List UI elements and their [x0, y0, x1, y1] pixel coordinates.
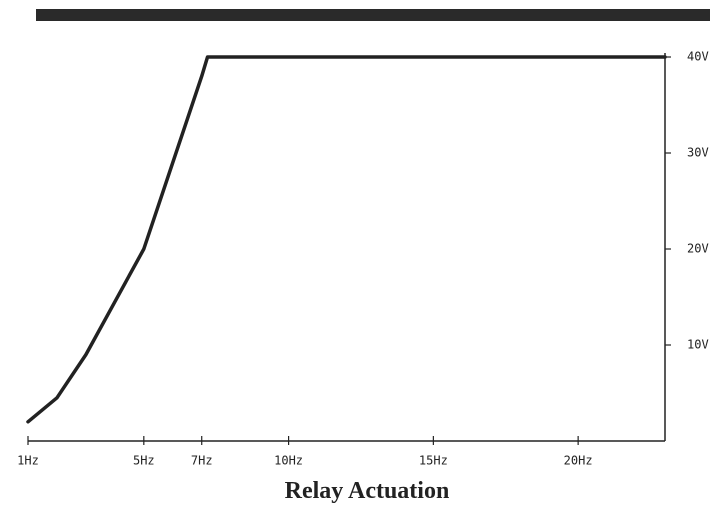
- y-tick-label: 40V: [687, 50, 709, 64]
- x-tick-label: 10Hz: [274, 454, 303, 468]
- x-tick-label: 20Hz: [564, 454, 593, 468]
- x-tick-label: 7Hz: [191, 454, 213, 468]
- y-tick-label: 10V: [687, 338, 709, 352]
- data-line: [26, 55, 667, 424]
- x-tick-label: 5Hz: [133, 454, 155, 468]
- y-tick-label: 30V: [687, 146, 709, 160]
- chart-title: Relay Actuation: [285, 478, 450, 504]
- y-tick-label: 20V: [687, 242, 709, 256]
- x-tick-label: 15Hz: [419, 454, 448, 468]
- header-bar: [36, 9, 710, 21]
- x-tick-label: 1Hz: [17, 454, 39, 468]
